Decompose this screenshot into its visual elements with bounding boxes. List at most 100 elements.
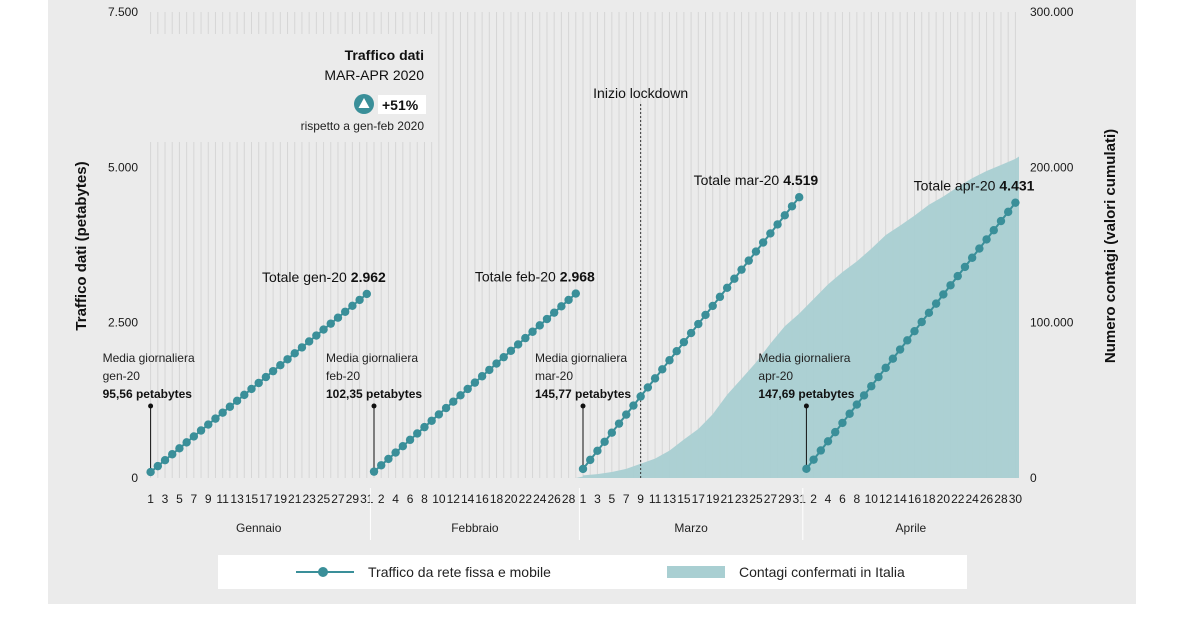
x-tick: 8	[421, 492, 428, 506]
x-tick: 1	[147, 492, 154, 506]
traffic-point	[672, 346, 681, 356]
traffic-point	[881, 363, 890, 373]
traffic-point	[730, 274, 739, 283]
traffic-point	[521, 333, 530, 343]
x-tick: 27	[331, 492, 345, 506]
traffic-point	[852, 400, 862, 409]
traffic-point	[751, 247, 761, 256]
callout-change-bg	[378, 95, 426, 114]
traffic-point	[268, 366, 278, 376]
month-label: Febbraio	[451, 521, 499, 535]
traffic-point	[513, 340, 523, 349]
x-tick: 9	[637, 492, 644, 506]
traffic-point	[362, 289, 372, 299]
callout-change: +51%	[382, 97, 419, 113]
traffic-point	[679, 337, 689, 347]
x-tick: 6	[839, 492, 846, 506]
traffic-point	[456, 391, 465, 400]
avg-month: feb-20	[326, 369, 360, 383]
legend-label-cases: Contagi confermati in Italia	[739, 564, 905, 580]
traffic-point	[528, 327, 537, 336]
traffic-point	[794, 193, 804, 202]
traffic-point	[441, 403, 451, 413]
x-tick: 24	[533, 492, 547, 506]
x-tick: 7	[190, 492, 197, 506]
traffic-point	[967, 253, 977, 262]
month-label: Marzo	[674, 521, 708, 535]
traffic-point	[744, 256, 753, 265]
traffic-point	[946, 281, 955, 290]
traffic-point	[586, 455, 595, 465]
traffic-point	[903, 336, 912, 345]
traffic-point	[319, 325, 328, 334]
traffic-point	[232, 396, 242, 406]
x-tick: 11	[649, 492, 662, 506]
total-value: 4.519	[783, 172, 818, 188]
total-value: 4.431	[999, 178, 1034, 194]
traffic-point	[895, 345, 905, 354]
x-tick: 5	[176, 492, 183, 506]
traffic-point	[953, 271, 962, 281]
traffic-point	[204, 420, 213, 429]
x-tick: 21	[288, 492, 302, 506]
traffic-point	[578, 464, 588, 474]
avg-label: Media giornaliera	[758, 351, 850, 365]
x-tick: 12	[879, 492, 893, 506]
x-tick: 26	[547, 492, 561, 506]
x-tick: 20	[937, 492, 951, 506]
x-tick: 15	[677, 492, 691, 506]
traffic-point	[939, 290, 948, 299]
x-tick: 9	[205, 492, 212, 506]
traffic-point	[557, 302, 566, 311]
traffic-point	[614, 419, 624, 428]
x-tick: 17	[259, 492, 273, 506]
traffic-point	[499, 352, 508, 362]
x-tick: 14	[893, 492, 907, 506]
legend-label-traffic: Traffico da rete fissa e mobile	[368, 564, 551, 580]
traffic-point	[384, 454, 393, 464]
y-right-tick: 300.000	[1030, 5, 1074, 19]
x-tick: 8	[854, 492, 861, 506]
traffic-point	[838, 418, 847, 428]
traffic-point	[196, 426, 206, 435]
x-tick: 13	[230, 492, 244, 506]
y-right-tick: 0	[1030, 471, 1037, 485]
traffic-point	[845, 409, 854, 418]
x-tick: 14	[461, 492, 475, 506]
traffic-point	[831, 427, 840, 437]
traffic-point	[549, 308, 559, 317]
traffic-point	[1011, 198, 1020, 207]
x-tick: 13	[663, 492, 677, 506]
x-tick: 27	[764, 492, 778, 506]
x-tick: 31	[360, 492, 374, 506]
x-tick: 19	[706, 492, 720, 506]
traffic-point	[304, 337, 314, 346]
x-tick: 2	[378, 492, 385, 506]
traffic-point	[874, 372, 883, 382]
traffic-point	[276, 361, 285, 370]
x-tick: 11	[216, 492, 229, 506]
avg-month: mar-20	[535, 369, 573, 383]
traffic-point	[333, 313, 343, 322]
traffic-point	[960, 262, 970, 272]
avg-pin-dot	[803, 403, 809, 409]
traffic-point	[823, 437, 833, 446]
x-tick: 3	[162, 492, 169, 506]
avg-label: Media giornaliera	[326, 351, 418, 365]
traffic-point	[153, 461, 163, 471]
x-tick: 29	[778, 492, 792, 506]
traffic-point	[564, 295, 573, 305]
x-tick: 30	[1009, 492, 1023, 506]
avg-value: 102,35 petabytes	[326, 387, 422, 401]
x-tick: 17	[692, 492, 706, 506]
lockdown-label: Inizio lockdown	[593, 85, 688, 101]
avg-value: 145,77 petabytes	[535, 387, 631, 401]
traffic-point	[931, 299, 941, 308]
traffic-point	[542, 314, 552, 324]
x-tick: 29	[346, 492, 360, 506]
x-tick: 2	[810, 492, 817, 506]
x-tick: 31	[793, 492, 807, 506]
callout-note: rispetto a gen-feb 2020	[301, 119, 425, 133]
traffic-point	[758, 238, 768, 247]
traffic-point	[600, 437, 609, 446]
